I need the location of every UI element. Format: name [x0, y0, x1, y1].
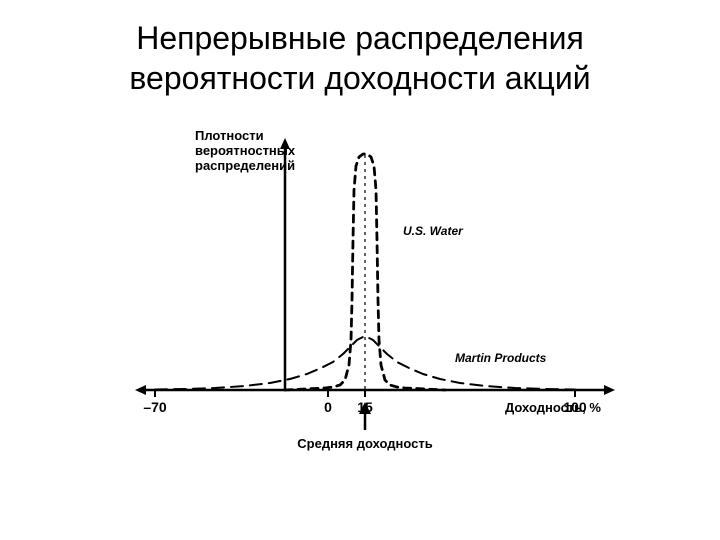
slide: Непрерывные распределения вероятности до… [0, 0, 720, 540]
mean-label: Средняя доходность [297, 436, 432, 451]
slide-title: Непрерывные распределения вероятности до… [0, 0, 720, 98]
series-label: U.S. Water [403, 224, 464, 238]
x-tick-label: 0 [324, 399, 332, 415]
chart-svg: –70015100Плотностивероятностныхраспредел… [135, 130, 615, 480]
x-axis-arrow-left-icon [135, 385, 146, 395]
x-tick-label: –70 [143, 399, 167, 415]
y-axis-label: распределений [195, 158, 295, 173]
x-axis-label: Доходность, % [505, 400, 601, 415]
title-line-2: вероятности доходности акций [129, 60, 590, 96]
y-axis-label: Плотности [195, 130, 264, 143]
distribution-chart: –70015100Плотностивероятностныхраспредел… [135, 130, 615, 480]
x-axis-arrow-right-icon [604, 385, 615, 395]
series-label: Martin Products [455, 351, 547, 365]
y-axis-label: вероятностных [195, 143, 296, 158]
series-u-s-water [285, 154, 445, 390]
title-line-1: Непрерывные распределения [136, 20, 584, 56]
